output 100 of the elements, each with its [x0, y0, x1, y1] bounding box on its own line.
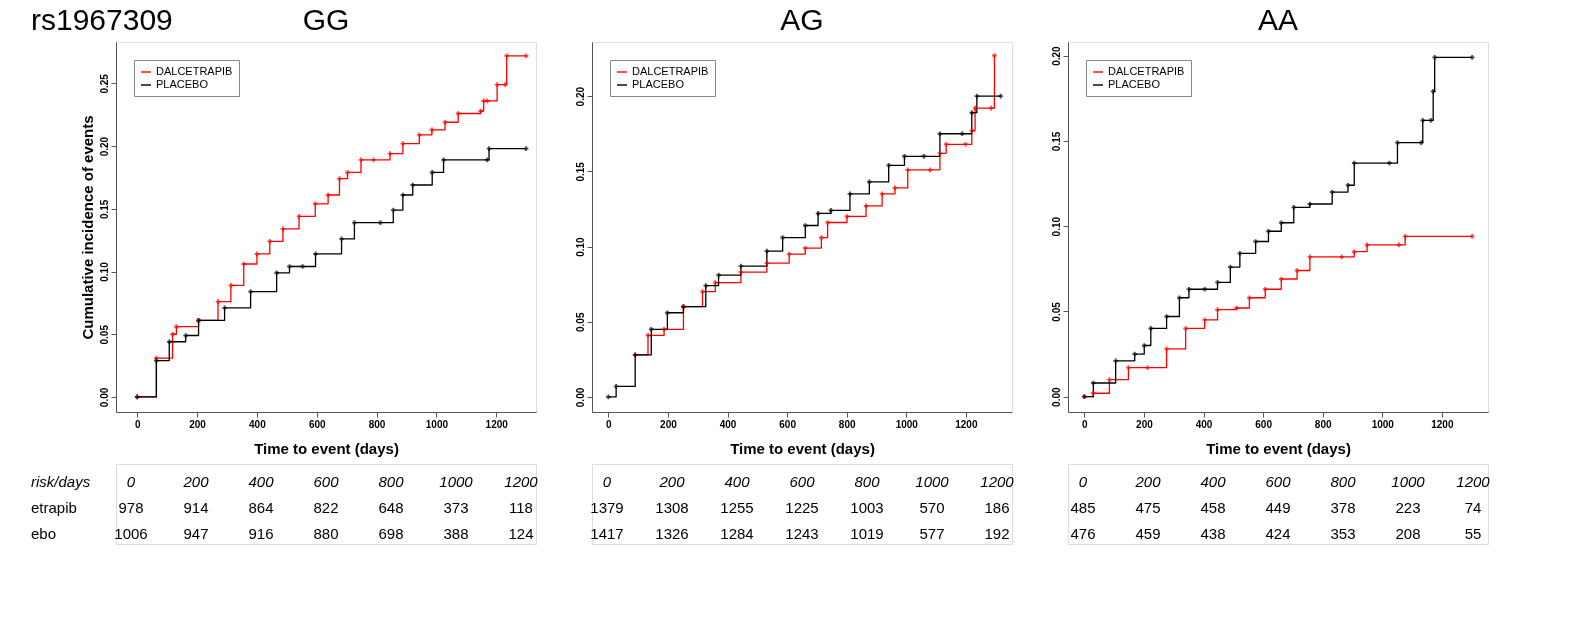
- x-tick-label: 0: [606, 418, 613, 430]
- x-axis-title: Time to event (days): [254, 439, 399, 457]
- point: [486, 146, 492, 151]
- y-tick-label: 0.15: [1050, 131, 1062, 152]
- text: 373: [443, 499, 469, 516]
- point: [378, 220, 383, 225]
- point: [1351, 160, 1357, 166]
- point: [716, 272, 721, 278]
- legend-label: DALCETRAPIB: [632, 65, 709, 77]
- point: [1278, 276, 1284, 282]
- y-tick-label: 0.00: [574, 387, 586, 408]
- x-tick-label: 200: [189, 418, 207, 430]
- text: 1000: [915, 473, 950, 490]
- text: 800: [378, 473, 405, 490]
- x-tick-label: 0: [134, 418, 141, 430]
- text: 880: [313, 525, 339, 542]
- point: [1307, 254, 1313, 260]
- legend-label: DALCETRAPIB: [1108, 65, 1185, 77]
- point: [429, 127, 435, 133]
- x-axis-title: Time to event (days): [730, 439, 875, 457]
- point: [352, 220, 357, 225]
- point: [1430, 89, 1436, 94]
- x-tick-label: 1000: [895, 418, 919, 430]
- point: [972, 105, 978, 111]
- point: [1395, 140, 1400, 145]
- point: [703, 283, 709, 288]
- text: 0: [602, 473, 612, 490]
- text: 1000: [1391, 473, 1426, 490]
- point: [429, 170, 435, 175]
- text: 864: [248, 499, 274, 516]
- text: 600: [789, 473, 816, 490]
- text: 459: [1135, 525, 1161, 542]
- text: 577: [919, 525, 945, 542]
- point: [1237, 251, 1243, 256]
- x-tick-label: 400: [1195, 418, 1213, 430]
- text: 353: [1330, 525, 1356, 542]
- text: 800: [1330, 473, 1357, 490]
- point: [786, 251, 792, 257]
- x-tick-label: 200: [1136, 418, 1154, 430]
- point: [1107, 377, 1112, 382]
- point: [523, 146, 529, 151]
- point: [228, 282, 234, 288]
- point: [1148, 326, 1154, 331]
- point: [937, 150, 943, 156]
- text: 1006: [114, 525, 148, 542]
- point: [371, 157, 376, 163]
- x-tick-label: 800: [368, 418, 386, 430]
- y-tick-label: 0.05: [574, 312, 586, 332]
- point: [802, 223, 808, 228]
- point: [606, 394, 611, 400]
- x-tick-label: 1000: [1371, 418, 1395, 430]
- point: [1469, 55, 1475, 60]
- point: [241, 261, 247, 267]
- point: [296, 213, 302, 219]
- text: 1255: [720, 499, 754, 516]
- text: 1000: [439, 473, 474, 490]
- point: [494, 82, 500, 87]
- text: 476: [1070, 525, 1096, 542]
- text: 916: [248, 525, 274, 542]
- point: [1266, 228, 1271, 234]
- text: 1200: [980, 473, 1015, 490]
- point: [825, 220, 830, 225]
- point: [1145, 365, 1150, 371]
- point: [1278, 220, 1284, 226]
- text: 1003: [850, 499, 884, 516]
- point: [442, 119, 448, 125]
- x-tick-label: 1200: [485, 418, 509, 430]
- point: [1202, 317, 1208, 323]
- text: ebo: [31, 525, 57, 542]
- text: 698: [378, 525, 404, 542]
- text: 424: [1265, 525, 1291, 542]
- point: [992, 53, 997, 58]
- point: [1090, 390, 1096, 396]
- y-tick-label: 0.10: [1050, 216, 1062, 237]
- point: [1432, 55, 1438, 60]
- point: [410, 182, 416, 188]
- text: 55: [1464, 525, 1482, 542]
- point: [645, 332, 651, 338]
- point: [1420, 118, 1426, 123]
- text: 388: [443, 525, 469, 542]
- point: [969, 110, 975, 116]
- text: 1379: [590, 499, 624, 516]
- text: 1243: [785, 525, 819, 542]
- point: [969, 128, 975, 134]
- point: [1253, 239, 1258, 244]
- point: [921, 153, 927, 159]
- point: [484, 98, 490, 104]
- point: [1228, 264, 1233, 270]
- chart-title: GG: [302, 3, 350, 36]
- text: etrapib: [31, 499, 77, 516]
- text: 124: [508, 525, 534, 542]
- point: [613, 384, 619, 389]
- text: 822: [313, 499, 339, 516]
- point: [170, 331, 175, 337]
- point: [274, 270, 279, 276]
- y-tick-label: 0.00: [98, 387, 110, 408]
- point: [998, 93, 1004, 99]
- x-tick-label: 800: [1314, 418, 1332, 430]
- text: 800: [854, 473, 881, 490]
- point: [416, 132, 422, 138]
